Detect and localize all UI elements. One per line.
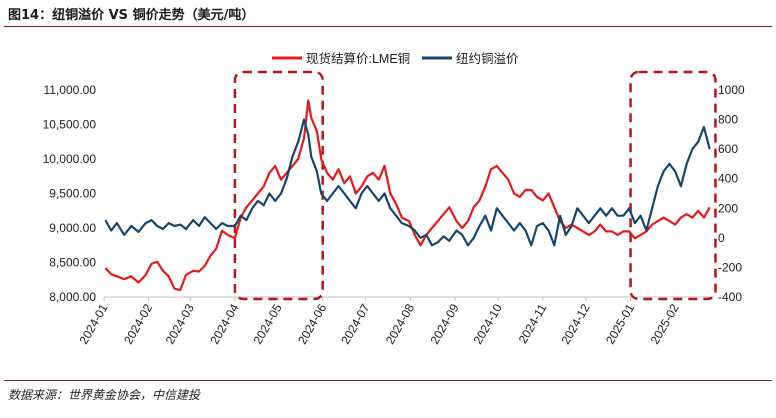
y-right-tick-label: 1000 xyxy=(718,83,745,97)
x-tick-label: 2025-02 xyxy=(648,301,682,346)
copper-premium-chart: 现货结算价:LME铜 纽约铜溢价 8,000.00 8,500.00 9,000.00… xyxy=(43,51,745,347)
x-tick-label: 2024-06 xyxy=(295,301,329,346)
chart-legend: 现货结算价:LME铜 纽约铜溢价 xyxy=(272,51,519,66)
highlight-box xyxy=(233,70,324,301)
legend-label: 现货结算价:LME铜 xyxy=(306,51,410,66)
source-divider xyxy=(4,380,772,381)
y-left-tick-label: 10,000.00 xyxy=(43,152,97,166)
legend-label: 纽约铜溢价 xyxy=(456,51,519,66)
x-tick-label: 2024-09 xyxy=(427,301,461,346)
highlight-box xyxy=(629,70,717,301)
y-left-tick-label: 11,000.00 xyxy=(44,83,97,97)
y-right-tick-label: 0 xyxy=(718,231,725,245)
chart-annotations xyxy=(233,70,717,301)
chart-series xyxy=(104,99,711,292)
y-right-tick-label: 200 xyxy=(718,201,738,215)
series-line-ny-premium xyxy=(104,118,711,247)
series-line-lme-copper xyxy=(104,99,711,292)
y-right-tick-label: 600 xyxy=(718,142,738,156)
x-tick-label: 2024-07 xyxy=(338,301,372,346)
x-tick-label: 2024-01 xyxy=(76,301,110,346)
x-tick-label: 2025-01 xyxy=(603,301,637,346)
y-right-tick-label: -200 xyxy=(718,260,742,274)
x-tick-label: 2024-03 xyxy=(163,301,197,346)
x-tick-label: 2024-05 xyxy=(251,301,285,346)
x-tick-label: 2024-10 xyxy=(471,301,505,346)
x-tick-label: 2024-04 xyxy=(207,301,241,346)
y-left-tick-label: 10,500.00 xyxy=(43,118,97,132)
data-source-note: 数据来源：世界黄金协会，中信建投 xyxy=(8,388,201,402)
chart-axes: 8,000.00 8,500.00 9,000.00 9,500.00 10,000.0… xyxy=(43,83,745,347)
y-right-tick-label: 400 xyxy=(718,172,738,186)
y-left-tick-label: 9,500.00 xyxy=(49,187,96,201)
x-tick-label: 2024-02 xyxy=(121,301,155,346)
y-left-tick-label: 9,000.00 xyxy=(49,221,96,235)
x-tick-label: 2024-12 xyxy=(558,301,592,346)
title-divider xyxy=(4,26,772,27)
y-left-tick-label: 8,500.00 xyxy=(49,256,96,270)
x-tick-label: 2024-08 xyxy=(383,301,417,346)
x-tick-label: 2024-11 xyxy=(516,301,550,346)
y-right-tick-label: 800 xyxy=(718,113,738,127)
y-left-tick-label: 8,000.00 xyxy=(49,290,96,304)
page-title: 图14：纽铜溢价 VS 铜价走势（美元/吨） xyxy=(8,8,255,23)
y-right-tick-label: -400 xyxy=(718,290,742,304)
